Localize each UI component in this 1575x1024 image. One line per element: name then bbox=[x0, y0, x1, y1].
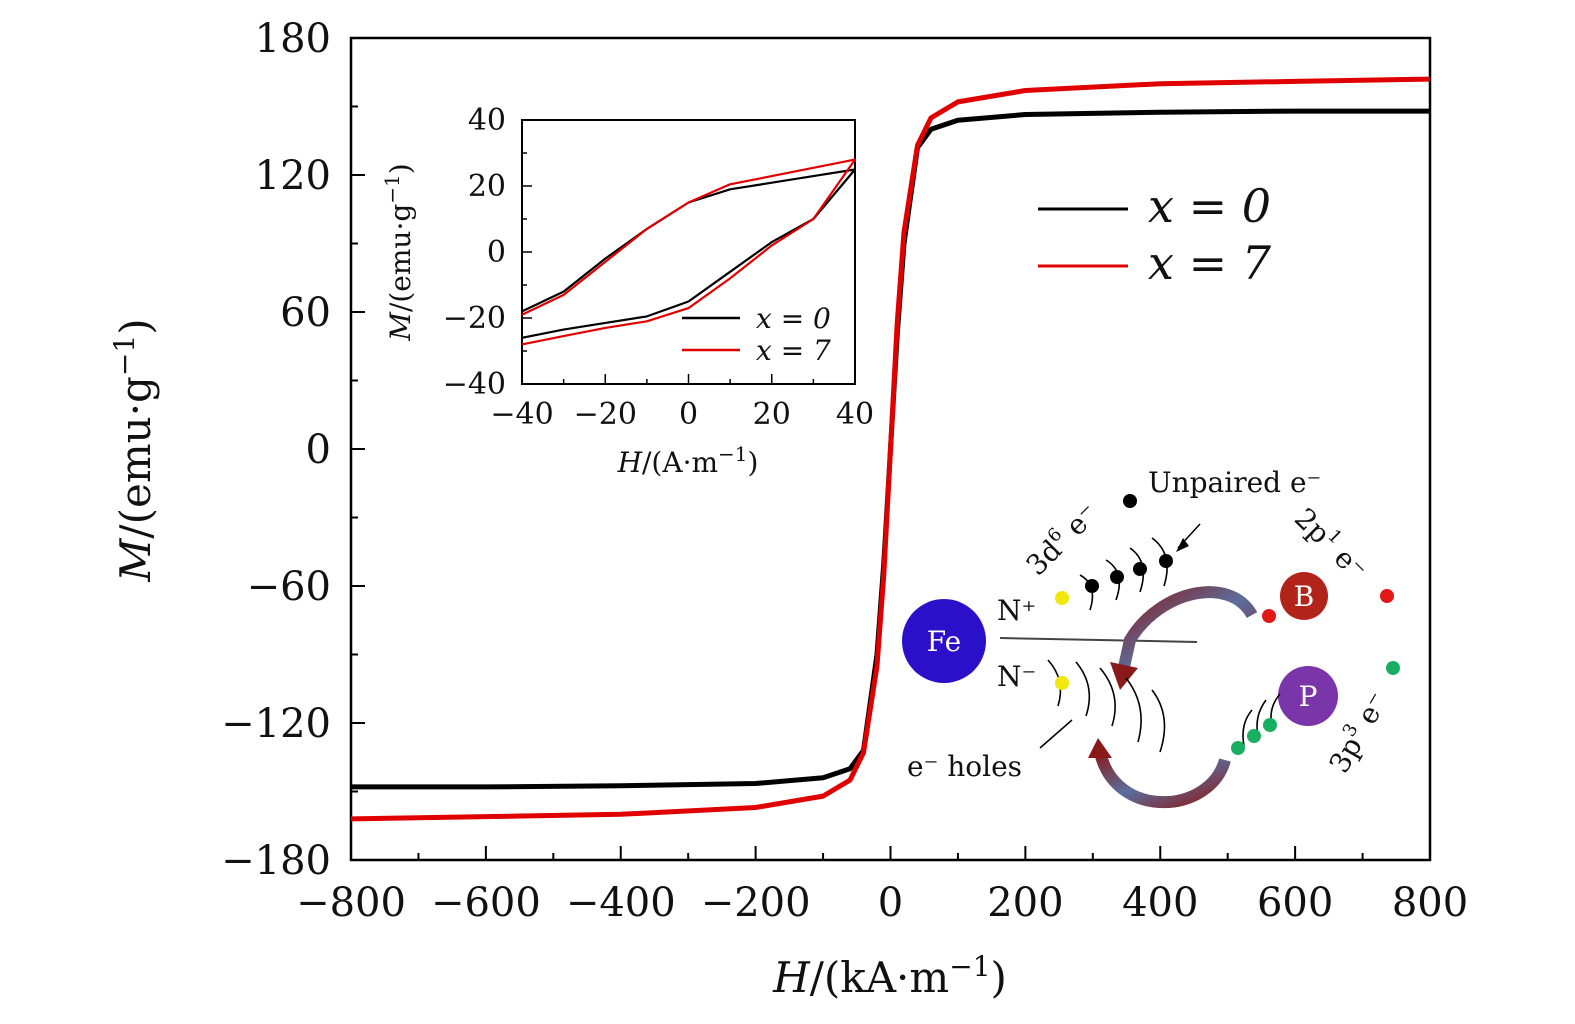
inset-y-tick-label: 20 bbox=[468, 169, 506, 204]
main-ticks: −800 −600 −400 −200 0 200 400 600 800−180−120−60… bbox=[221, 16, 1468, 926]
main-x-tick-label: 800 bbox=[1392, 880, 1468, 926]
inset-y-tick-label: 0 bbox=[487, 235, 506, 270]
inset-y-axis-title: M/(emu·g−1) bbox=[380, 163, 417, 341]
main-x-tick-label: −400 bbox=[566, 880, 676, 926]
arc-9 bbox=[1151, 689, 1166, 753]
main-x-tick-label: 0 bbox=[878, 880, 903, 926]
holes-label: e⁻ holes bbox=[907, 750, 1022, 783]
b-atom bbox=[1280, 572, 1328, 620]
electron-yellow-bottom bbox=[1055, 676, 1069, 690]
inset-y-tick-label: −20 bbox=[443, 301, 506, 336]
p-atom bbox=[1278, 666, 1338, 726]
legend-label-x7: x = 7 bbox=[1148, 236, 1272, 290]
electron-green-3 bbox=[1263, 718, 1277, 732]
main-y-tick-label: −120 bbox=[221, 701, 331, 747]
main-legend: x = 0 x = 7 bbox=[1038, 179, 1272, 290]
electron-red-free bbox=[1380, 589, 1394, 603]
main-x-tick-label: −600 bbox=[431, 880, 541, 926]
unpaired-electron-label: Unpaired e⁻ bbox=[1148, 466, 1321, 499]
holes-pointer bbox=[1039, 719, 1073, 749]
main-y-tick-label: 60 bbox=[280, 290, 331, 336]
main-x-axis-title: H/(kA·m−1) bbox=[772, 950, 1007, 1002]
main-x-tick-label: 600 bbox=[1257, 880, 1333, 926]
inset-series-x7 bbox=[521, 158, 857, 346]
main-y-tick-label: −60 bbox=[247, 564, 331, 610]
main-x-axis-title-exp: −1 bbox=[949, 950, 990, 983]
bond-line bbox=[999, 637, 1198, 643]
curved-arrow-bottom bbox=[1094, 750, 1231, 808]
inset-legend: x = 0 x = 7 bbox=[682, 302, 831, 367]
main-x-tick-label: −800 bbox=[296, 880, 406, 926]
main-series bbox=[350, 76, 1431, 822]
n-minus-label: N⁻ bbox=[997, 660, 1036, 693]
electron-unpaired bbox=[1123, 494, 1137, 508]
main-y-tick-label: −180 bbox=[221, 838, 331, 884]
main-y-tick-label: 120 bbox=[255, 153, 331, 199]
inset-y-tick-label: 40 bbox=[468, 103, 506, 138]
main-y-tick-label: 0 bbox=[306, 427, 331, 473]
arc-6 bbox=[1075, 661, 1091, 717]
curved-arrow-top bbox=[1116, 586, 1258, 678]
main-y-tick-label: 180 bbox=[255, 16, 331, 62]
b-label: B bbox=[1294, 580, 1315, 613]
arc-8 bbox=[1125, 677, 1142, 743]
curved-arrow-top-head bbox=[1110, 662, 1138, 690]
inset-y-tick-label: −40 bbox=[443, 367, 506, 402]
electron-d1 bbox=[1085, 579, 1099, 593]
p-label: P bbox=[1299, 680, 1318, 713]
electron-green-free bbox=[1386, 661, 1400, 675]
inset-x-tick-label: 40 bbox=[836, 397, 874, 432]
inset-x-tick-label: 0 bbox=[679, 397, 698, 432]
electron-d2 bbox=[1110, 570, 1124, 584]
electron-green-1 bbox=[1231, 741, 1245, 755]
arc-10 bbox=[1242, 709, 1253, 747]
electron-yellow-top bbox=[1055, 591, 1069, 605]
electron-green-2 bbox=[1247, 729, 1261, 743]
orbital-arcs bbox=[1047, 537, 1281, 753]
inset-legend-label-x7: x = 7 bbox=[756, 334, 831, 367]
main-x-tick-label: 400 bbox=[1122, 880, 1198, 926]
unpaired-pointer-head bbox=[1176, 538, 1189, 552]
inset-series bbox=[521, 158, 857, 346]
inset-legend-label-x0: x = 0 bbox=[756, 302, 831, 335]
curved-arrow-bottom-head bbox=[1088, 738, 1112, 758]
inset-x-axis-title: H/(A·m−1) bbox=[617, 442, 759, 479]
main-x-tick-label: 200 bbox=[987, 880, 1063, 926]
n-plus-label: N⁺ bbox=[997, 594, 1036, 627]
d6-electron-label: 3d6 e⁻ bbox=[1018, 495, 1105, 582]
electron-diagram: Fe B P N⁺ N⁻ 3d6 e⁻ Unpaired e⁻ 2p1 e⁻ 3… bbox=[902, 466, 1400, 808]
main-x-axis-title-unit: /(kA·m bbox=[810, 953, 950, 1002]
inset-ticks: −40 −20 0 20 40 −40 −20 0 20 40 bbox=[443, 103, 874, 432]
arc-7 bbox=[1099, 667, 1116, 727]
main-y-axis-title: M/(emu·g−1) bbox=[108, 318, 160, 582]
electron-red-b bbox=[1262, 609, 1276, 623]
inset-x-tick-label: 20 bbox=[753, 397, 791, 432]
inset-x-tick-label: −20 bbox=[574, 397, 637, 432]
main-series-x7 bbox=[350, 76, 1431, 822]
inset-x-tick-label: −40 bbox=[490, 397, 553, 432]
fe-atom bbox=[902, 599, 986, 683]
fe-label: Fe bbox=[927, 625, 961, 658]
legend-label-x0: x = 0 bbox=[1148, 179, 1271, 233]
main-x-tick-label: −200 bbox=[701, 880, 811, 926]
main-x-axis-title-var: H bbox=[772, 953, 811, 1002]
electron-d3 bbox=[1133, 562, 1147, 576]
electron-d4 bbox=[1159, 554, 1173, 568]
